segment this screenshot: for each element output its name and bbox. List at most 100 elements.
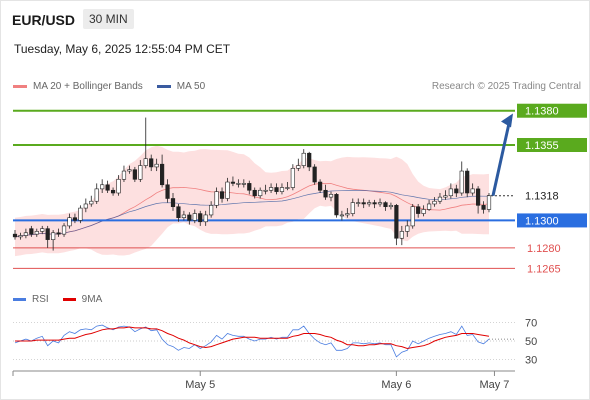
candle-body-6 (45, 228, 50, 240)
candle-body-54 (307, 152, 312, 168)
level-label-1-1318: 1.1318 (525, 191, 559, 203)
candle-body-38 (219, 191, 225, 199)
timeframe-button[interactable]: 30 MIN (83, 9, 134, 29)
candle-body-76 (426, 203, 432, 210)
candle-body-36 (209, 205, 214, 216)
candle-body-14 (89, 200, 94, 205)
projection-arrow-line (491, 123, 511, 197)
candle-body-86 (481, 205, 486, 210)
candle-body-53 (301, 152, 306, 166)
candle-body-9 (61, 225, 67, 235)
candle-body-50 (285, 187, 290, 189)
candle-body-5 (40, 228, 45, 232)
candle-body-11 (72, 217, 78, 221)
rsi-tick-label-30: 30 (525, 355, 537, 367)
candle-body-55 (312, 166, 317, 183)
legend-swatch-rsi (13, 298, 26, 301)
candle-body-0 (12, 233, 18, 238)
candle-body-63 (356, 202, 361, 204)
candle-body-68 (383, 202, 388, 208)
legend-label-bollinger: MA 20 + Bollinger Bands (33, 81, 143, 92)
level-label-1-1355: 1.1355 (525, 140, 559, 152)
candle-body-12 (78, 207, 83, 221)
level-label-1-1265: 1.1265 (527, 263, 561, 275)
symbol-title: EUR/USD (12, 12, 76, 28)
candle-body-32 (187, 214, 192, 221)
research-credit: Research © 2025 Trading Central (431, 81, 581, 92)
candle-body-62 (350, 202, 355, 214)
candle-body-21 (127, 169, 132, 172)
candle-body-20 (121, 170, 127, 180)
candle-body-81 (454, 188, 459, 194)
candle-body-39 (225, 181, 230, 199)
level-tag-1-1380 (517, 103, 587, 118)
indicator-legend: MA 20 + Bollinger Bands MA 50 (13, 81, 219, 92)
candle-body-27 (160, 163, 165, 186)
candle-body-1 (18, 235, 23, 238)
candle-body-66 (372, 202, 377, 205)
candle-body-56 (318, 181, 323, 191)
candle-body-26 (154, 163, 159, 168)
candle-body-87 (486, 195, 492, 210)
candle-body-64 (361, 202, 366, 205)
ma50-line (14, 190, 489, 238)
legend-item-rsi: RSI (13, 294, 49, 305)
candle-body-73 (410, 206, 415, 227)
level-label-1-1380: 1.1380 (525, 106, 559, 118)
legend-item-ma50: MA 50 (156, 81, 206, 92)
candle-body-48 (274, 187, 279, 192)
legend-label-ma50: MA 50 (176, 81, 206, 92)
x-tick-label-1: May 6 (381, 379, 411, 391)
candle-body-45 (258, 189, 263, 197)
x-tick-label-2: May 7 (479, 379, 509, 391)
rsi-line (14, 324, 490, 358)
candle-body-51 (290, 168, 295, 188)
candle-body-67 (377, 202, 383, 205)
candle-body-35 (203, 214, 208, 223)
candle-body-25 (149, 158, 154, 168)
candle-body-33 (192, 213, 197, 221)
legend-swatch-ma50 (156, 85, 171, 88)
level-tag-1-1355 (517, 138, 587, 152)
candle-body-80 (448, 188, 453, 197)
rsi-legend: RSI 9MA (13, 294, 116, 305)
candle-body-16 (100, 184, 105, 190)
candle-body-8 (56, 232, 61, 235)
candle-body-13 (83, 203, 88, 209)
candle-body-42 (241, 183, 246, 185)
candle-body-2 (23, 232, 28, 236)
candle-body-83 (465, 170, 470, 194)
candle-body-28 (165, 184, 170, 199)
rsi-tick-label-70: 70 (525, 317, 537, 329)
candle-body-40 (230, 181, 236, 184)
candle-body-18 (110, 189, 116, 194)
candle-body-3 (29, 228, 34, 235)
candle-body-10 (67, 217, 72, 227)
candle-body-65 (367, 202, 372, 205)
candle-body-29 (170, 198, 176, 208)
candle-body-7 (51, 232, 56, 240)
candle-body-75 (421, 209, 426, 214)
candle-body-70 (394, 205, 399, 239)
candle-body-22 (132, 169, 137, 180)
candle-body-47 (268, 187, 274, 191)
candle-body-71 (399, 231, 404, 239)
candle-body-77 (432, 200, 437, 205)
candle-body-46 (263, 189, 268, 192)
legend-swatch-bollinger (13, 85, 27, 88)
candle-body-44 (252, 189, 257, 197)
candle-body-30 (176, 206, 181, 218)
legend-swatch-9ma (62, 298, 76, 301)
legend-label-rsi: RSI (32, 294, 49, 305)
x-tick-label-0: May 5 (185, 379, 215, 391)
candle-body-43 (247, 183, 252, 191)
candle-body-78 (437, 196, 443, 202)
candle-body-37 (214, 191, 219, 206)
candle-body-41 (236, 183, 241, 185)
candle-body-49 (279, 187, 285, 192)
candle-body-15 (94, 188, 99, 202)
candle-body-61 (345, 213, 350, 216)
candle-body-72 (405, 225, 410, 232)
